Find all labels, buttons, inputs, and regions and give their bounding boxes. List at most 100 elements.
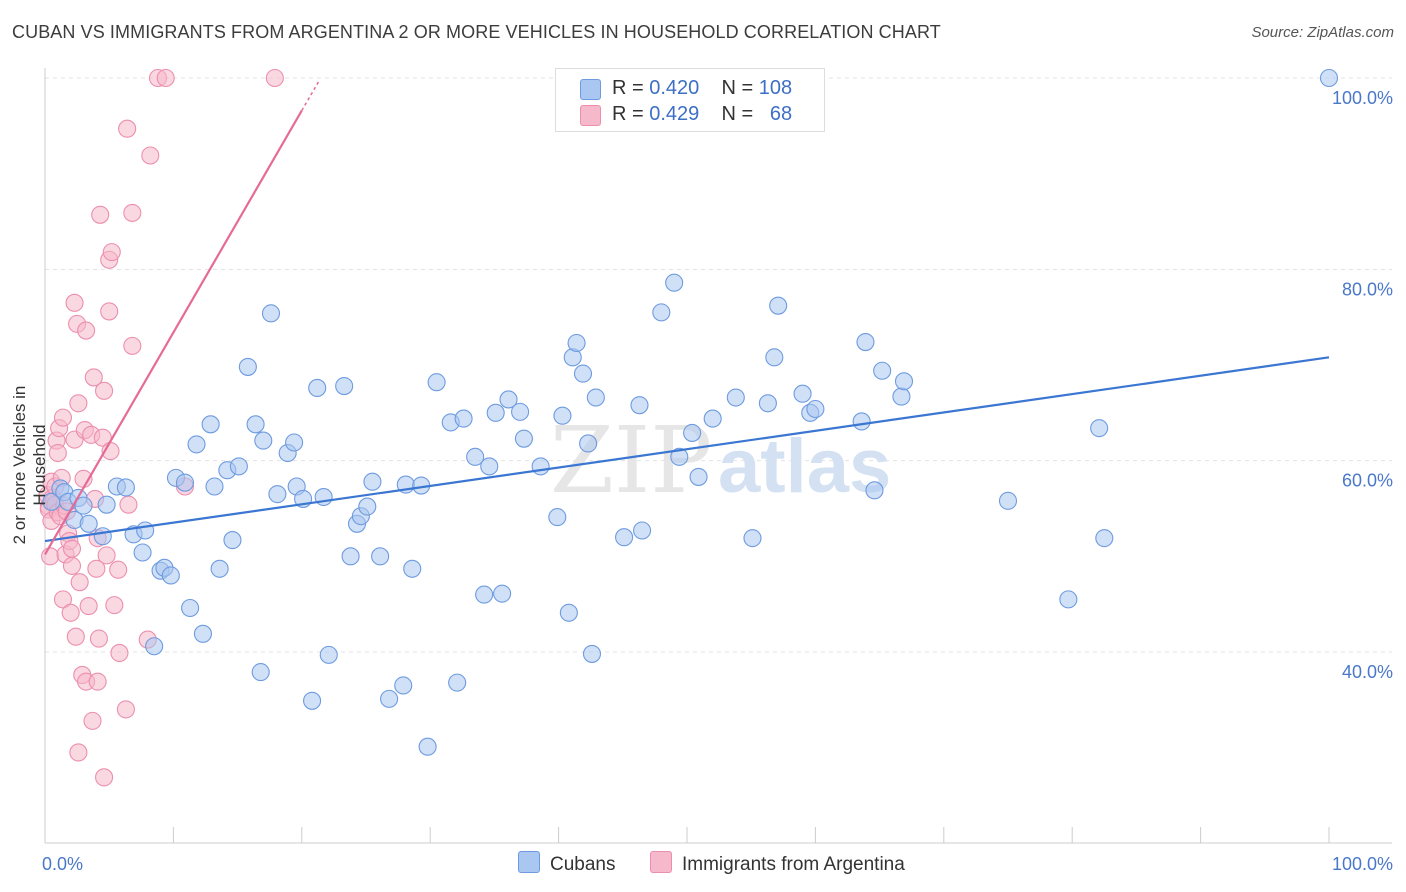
cuban-point (238, 357, 257, 376)
legend-n-value: 68 (759, 103, 792, 125)
bottom-legend-swatch-argentina (650, 851, 672, 873)
cuban-point (418, 737, 437, 756)
argentina-point (100, 302, 119, 321)
cuban-point (615, 528, 634, 547)
legend-stats-cubans: R = 0.420 N = 108 (612, 77, 792, 100)
cuban-point (743, 529, 762, 548)
y-tick-label: 40.0% (1342, 662, 1393, 682)
cuban-point (79, 514, 98, 533)
argentina-point (70, 573, 89, 592)
series-argentina-points (38, 68, 284, 787)
argentina-point (83, 711, 102, 730)
cuban-point (261, 304, 281, 323)
legend-n-label: N = (721, 103, 754, 125)
cuban-point (573, 364, 593, 383)
cuban-point (187, 435, 206, 454)
argentina-point (65, 293, 84, 312)
cuban-point (427, 373, 446, 392)
legend-stats-argentina: R = 0.429 N = 68 (612, 103, 792, 126)
argentina-point (62, 539, 82, 558)
cuban-point (223, 531, 242, 550)
cuban-point (448, 673, 467, 692)
cuban-point (181, 598, 200, 618)
cuban-point (371, 547, 390, 566)
argentina-point (105, 596, 124, 615)
cuban-point (201, 415, 220, 434)
cuban-point (133, 543, 152, 562)
legend-n-label: N = (721, 77, 754, 99)
argentina-point (61, 603, 80, 622)
cuban-point (586, 388, 605, 407)
legend-r-value: 0.420 (649, 77, 700, 99)
cuban-point (145, 637, 164, 656)
cuban-point (652, 303, 671, 322)
argentina-point (88, 672, 107, 691)
cuban-point (531, 457, 550, 476)
cuban-point (363, 472, 382, 491)
bottom-legend-label-argentina: Immigrants from Argentina (682, 854, 905, 875)
argentina-point (102, 243, 121, 262)
argentina-point (77, 321, 96, 340)
legend-r-value: 0.429 (649, 103, 700, 125)
cuban-point (765, 348, 784, 367)
chart-title: CUBAN VS IMMIGRANTS FROM ARGENTINA 2 OR … (12, 22, 941, 42)
cuban-point (205, 477, 224, 496)
cuban-point (175, 473, 195, 492)
cuban-point (493, 584, 512, 603)
argentina-point (87, 559, 106, 578)
cuban-point (475, 585, 494, 604)
cuban-point (93, 527, 112, 546)
cuban-point (553, 406, 572, 425)
stats-legend: R = 0.420 N = 108 R = 0.429 N = 68 (555, 68, 825, 132)
bottom-legend-cubans: Cubans (518, 851, 616, 876)
cuban-point (193, 624, 212, 643)
cuban-point (454, 409, 473, 428)
watermark-zip: ZIP (550, 407, 712, 514)
cuban-point (303, 691, 322, 710)
legend-r-label: R = (612, 103, 644, 125)
argentina-point (123, 336, 142, 355)
argentina-point (123, 203, 142, 222)
y-axis-label: 2 or more Vehicles in Household (10, 385, 49, 545)
x-tick-label: 100.0% (1332, 854, 1393, 874)
cuban-point (630, 396, 649, 415)
legend-swatch-argentina (580, 105, 601, 126)
argentina-point (69, 394, 88, 413)
argentina-point (79, 597, 98, 616)
cuban-point (403, 559, 422, 578)
cuban-point (852, 412, 871, 431)
cuban-point (480, 457, 499, 476)
argentina-trendline (44, 109, 303, 555)
y-tick-label: 100.0% (1332, 88, 1393, 108)
cuban-point (894, 372, 914, 391)
axes (44, 68, 1392, 844)
cuban-point (1090, 419, 1109, 438)
cuban-point (254, 431, 273, 450)
cuban-point (499, 390, 518, 409)
cuban-point (268, 485, 287, 504)
cuban-point (514, 429, 533, 448)
argentina-point (141, 146, 160, 165)
argentina-point (91, 205, 110, 224)
cuban-point (670, 447, 689, 466)
argentina-point (95, 381, 114, 400)
argentina-point (116, 700, 135, 719)
cuban-point (726, 388, 745, 407)
legend-n-value: 108 (758, 77, 793, 99)
argentina-point (69, 743, 88, 762)
cuban-point (579, 434, 598, 453)
cuban-point (1095, 529, 1114, 548)
argentina-point (119, 495, 138, 514)
cuban-point (548, 508, 567, 527)
cuban-point (633, 521, 652, 540)
cuban-point (865, 481, 884, 500)
cuban-point (246, 415, 265, 434)
cuban-point (892, 387, 911, 406)
argentina-point (95, 768, 114, 787)
y-tick-label: 60.0% (1342, 471, 1393, 491)
y-tick-label: 80.0% (1342, 279, 1393, 299)
argentina-point (62, 556, 82, 575)
argentina-point (53, 408, 73, 427)
cuban-point (319, 645, 338, 664)
cuban-point (1319, 68, 1339, 88)
